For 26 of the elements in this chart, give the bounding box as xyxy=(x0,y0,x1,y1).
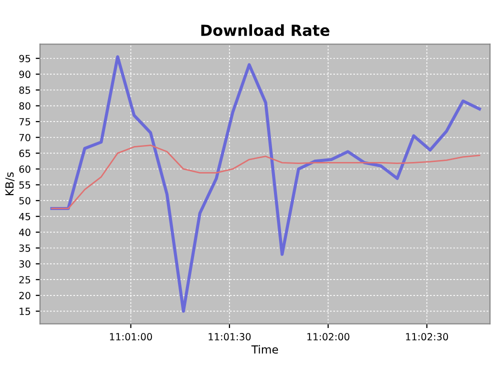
x-tick-label: 11:01:00 xyxy=(110,333,152,340)
x-tick-label: 11:02:30 xyxy=(406,333,448,340)
y-tick-label: 50 xyxy=(19,197,30,204)
x-tick-label: 11:01:30 xyxy=(208,333,251,340)
y-tick-label: 70 xyxy=(19,134,30,142)
x-tick-label: 11:02:00 xyxy=(307,333,350,340)
y-tick-label: 65 xyxy=(19,150,30,158)
line-series xyxy=(50,55,481,313)
line-series xyxy=(51,144,480,210)
y-tick-label: 55 xyxy=(19,181,30,189)
chart-title: Download Rate xyxy=(201,24,330,36)
y-tick-label: 25 xyxy=(19,276,30,284)
y-tick-label: 85 xyxy=(19,86,30,94)
y-tick-label: 15 xyxy=(20,308,30,316)
y-tick-label: 90 xyxy=(19,70,30,78)
y-tick-label: 20 xyxy=(19,292,30,300)
y-tick-label: 45 xyxy=(19,213,30,220)
y-tick-label: 35 xyxy=(19,244,30,252)
y-tick-label: 95 xyxy=(19,54,30,62)
y-axis-title: KB/s xyxy=(5,172,15,196)
y-tick-label: 40 xyxy=(19,228,30,236)
y-tick-label: 75 xyxy=(19,118,30,126)
y-tick-label: 60 xyxy=(19,165,30,173)
y-tick-label: 30 xyxy=(19,260,30,268)
y-tick-label: 80 xyxy=(19,102,30,110)
x-axis-title: Time xyxy=(251,345,278,354)
